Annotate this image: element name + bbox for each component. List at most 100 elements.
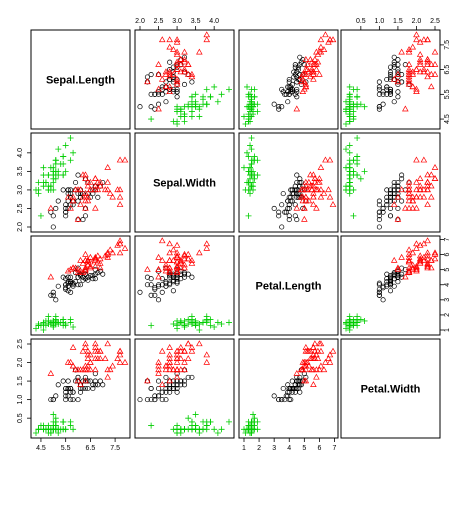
data-point (292, 213, 298, 219)
data-point (68, 279, 74, 285)
data-point (181, 250, 188, 257)
data-point (203, 101, 210, 108)
data-point (70, 389, 76, 395)
data-point (177, 256, 185, 263)
data-point (47, 204, 55, 211)
data-point (316, 175, 323, 181)
data-point (391, 62, 397, 68)
data-point (155, 70, 162, 77)
panel-petal-width-vs-petal-width: Petal.Width (340, 338, 441, 439)
panel-petal-width-vs-sepal-width (134, 338, 235, 439)
data-point (326, 358, 334, 365)
data-point (405, 193, 413, 200)
data-point (413, 65, 420, 72)
data-point (196, 327, 203, 333)
data-point (297, 54, 303, 60)
data-point (247, 113, 254, 120)
data-point (245, 91, 252, 98)
data-point (92, 371, 98, 377)
data-point (87, 378, 93, 384)
data-point (420, 240, 428, 247)
data-point (55, 382, 61, 388)
data-point (170, 366, 177, 373)
data-point (75, 397, 81, 403)
panel-frame (238, 132, 339, 233)
data-point (155, 273, 162, 280)
data-point (196, 430, 203, 436)
data-point (166, 88, 173, 95)
data-point (173, 366, 181, 373)
panel-frame (30, 235, 131, 336)
data-point (361, 168, 368, 175)
data-point (173, 366, 181, 373)
data-point (60, 378, 66, 384)
data-point (391, 191, 397, 197)
data-point (170, 288, 176, 294)
data-point (431, 163, 439, 170)
data-point (155, 91, 162, 97)
data-point (203, 317, 210, 324)
data-point (189, 374, 195, 380)
data-point (189, 79, 195, 85)
data-point (329, 201, 337, 207)
variable-label: Sepal.Length (46, 75, 115, 87)
data-point (188, 73, 196, 80)
data-point (350, 108, 357, 115)
data-point (314, 347, 322, 354)
data-point (413, 178, 420, 185)
data-point (65, 191, 71, 197)
data-point (84, 178, 92, 185)
data-point (55, 430, 62, 436)
data-point (307, 355, 314, 361)
data-point (416, 193, 424, 200)
data-point (376, 104, 382, 110)
data-point (158, 237, 166, 244)
data-point (207, 322, 214, 329)
data-point (424, 73, 431, 80)
data-point (92, 382, 98, 388)
data-point (74, 377, 82, 384)
data-point (409, 43, 417, 50)
data-point (211, 83, 218, 90)
data-point (82, 340, 89, 347)
data-point (163, 389, 169, 395)
data-point (63, 209, 69, 215)
data-point (350, 86, 357, 93)
data-point (65, 279, 71, 285)
data-point (166, 343, 173, 350)
data-point (52, 418, 59, 425)
data-point (322, 31, 329, 38)
data-point (80, 217, 86, 223)
data-point (395, 217, 401, 223)
data-point (181, 382, 188, 388)
data-point (196, 106, 203, 113)
data-point (302, 80, 310, 87)
data-point (70, 283, 76, 289)
data-point (405, 48, 413, 55)
data-point (60, 274, 66, 280)
data-point (395, 179, 401, 186)
data-point (148, 385, 154, 392)
data-point (94, 252, 102, 259)
data-point (166, 240, 173, 247)
data-point (424, 252, 431, 259)
data-point (431, 60, 439, 67)
data-point (387, 280, 394, 286)
data-point (85, 378, 91, 384)
data-point (185, 320, 192, 327)
data-point (173, 358, 181, 365)
data-point (247, 103, 254, 110)
data-point (40, 426, 47, 433)
data-point (68, 389, 74, 395)
data-point (399, 172, 405, 178)
data-point (70, 323, 77, 330)
data-point (82, 193, 89, 200)
panel-sepal-length-vs-petal-width (340, 29, 441, 130)
data-point (155, 358, 162, 365)
data-point (405, 204, 413, 211)
data-point (354, 172, 361, 179)
data-point (387, 64, 394, 70)
data-point (181, 264, 188, 271)
data-point (427, 70, 435, 77)
data-point (82, 197, 89, 204)
